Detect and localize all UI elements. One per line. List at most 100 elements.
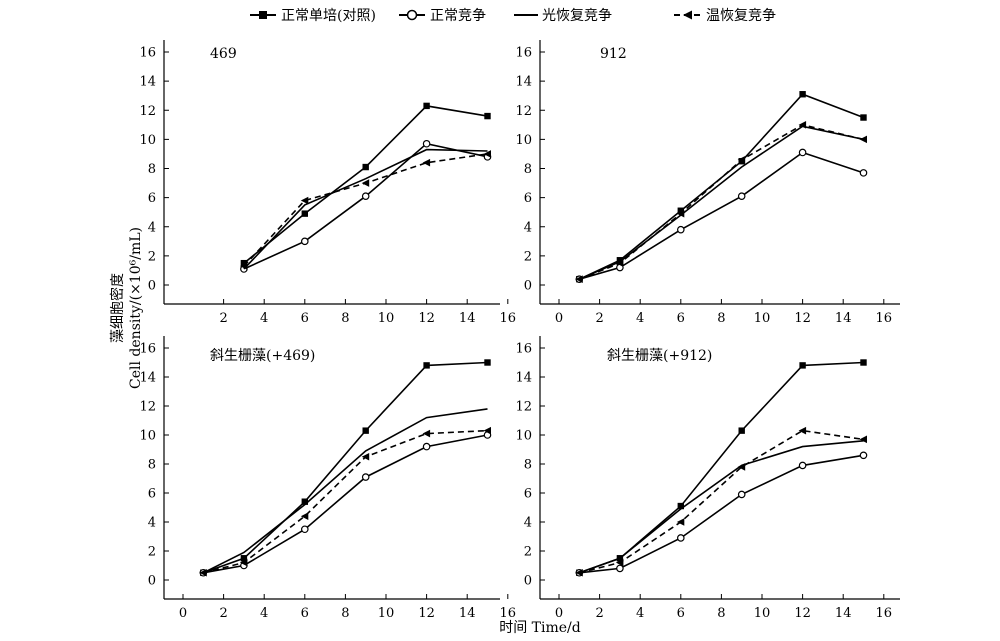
series-line <box>243 153 488 267</box>
data-point-square <box>860 359 867 366</box>
y-tick-label: 4 <box>148 220 156 235</box>
x-tick-label: 12 <box>794 311 811 326</box>
data-point-triangle <box>575 568 583 577</box>
y-tick-label: 16 <box>515 342 532 357</box>
y-tick-label: 4 <box>524 220 532 235</box>
panel-469: 0 2 4 6 8 10 12 14 16 2 4 6 8 10 12 14 16 469 <box>139 40 516 326</box>
data-point-triangle <box>239 262 248 270</box>
series-line <box>579 440 864 574</box>
legend: 正常单培(对照) 正常竞争 光恢复竞争 温恢复竞争 <box>250 7 776 24</box>
data-point-circle <box>859 169 868 177</box>
data-point-triangle <box>859 435 867 444</box>
y-tick-label: 12 <box>515 400 532 415</box>
series-line <box>578 125 864 280</box>
y-tick-label: 8 <box>148 458 156 473</box>
data-point-triangle <box>615 558 624 567</box>
data-point-square <box>240 555 248 562</box>
x-tick-label: 2 <box>219 606 227 621</box>
x-tick-label: 10 <box>754 606 771 621</box>
legend-label: 光恢复竞争 <box>542 7 612 24</box>
x-tick-label: 16 <box>500 606 517 621</box>
data-point-circle <box>361 192 370 200</box>
data-point-triangle <box>676 518 685 526</box>
legend-label: 温恢复竞争 <box>706 7 776 24</box>
y-tick-label: 16 <box>139 342 156 357</box>
series-line <box>579 151 864 280</box>
series-line <box>203 361 488 574</box>
y-tick-label: 2 <box>148 249 156 264</box>
y-tick-label: 0 <box>148 279 156 294</box>
x-tick-label: 10 <box>378 606 395 621</box>
data-point-triangle <box>798 426 807 435</box>
data-point-circle <box>422 442 431 451</box>
data-point-circle <box>676 534 685 542</box>
x-tick-label: 4 <box>260 606 268 621</box>
x-tick-label: 14 <box>835 311 852 326</box>
data-point-circle <box>676 225 685 234</box>
x-tick-label: 8 <box>717 311 725 326</box>
x-tick-label: 8 <box>341 606 349 621</box>
data-point-square <box>799 91 806 98</box>
data-point-circle <box>859 451 868 460</box>
y-tick-label: 0 <box>524 279 532 294</box>
data-point-circle <box>737 490 746 499</box>
data-point-triangle <box>199 568 207 577</box>
x-tick-label: 4 <box>636 311 644 326</box>
data-point-triangle <box>483 150 491 158</box>
x-tick-label: 10 <box>754 311 771 326</box>
square-marker-icon <box>259 11 267 19</box>
x-tick-label: 14 <box>459 311 476 326</box>
y-tick-label: 8 <box>148 162 156 177</box>
data-point-circle <box>422 139 431 148</box>
data-point-triangle <box>575 275 583 283</box>
x-tick-label: 6 <box>677 311 685 326</box>
x-tick-label: 6 <box>301 311 309 326</box>
data-point-square <box>616 257 624 264</box>
y-tick-label: 6 <box>148 487 156 502</box>
x-tick-label: 12 <box>794 606 811 621</box>
data-point-square <box>362 427 369 434</box>
y-tick-label: 14 <box>139 371 156 386</box>
data-point-circle <box>737 192 746 200</box>
panel-title: 斜生栅藻(+469) <box>210 348 315 364</box>
data-point-square <box>301 498 308 505</box>
data-point-square <box>240 259 248 267</box>
data-point-triangle <box>300 512 309 520</box>
y-tick-label: 6 <box>524 487 532 502</box>
x-tick-label: 0 <box>555 606 563 621</box>
y-tick-label: 14 <box>515 371 532 386</box>
legend-item-normal-competition: 正常竞争 <box>399 7 486 24</box>
data-point-triangle <box>798 121 807 129</box>
series-line <box>243 142 488 270</box>
data-point-square <box>423 362 430 369</box>
y-tick-label: 8 <box>524 162 532 177</box>
data-point-triangle <box>239 558 248 567</box>
x-tick-label: 8 <box>341 311 349 326</box>
y-tick-label: 4 <box>524 516 532 531</box>
data-point-square <box>484 359 491 366</box>
data-point-square <box>423 102 430 110</box>
x-tick-label: 12 <box>418 311 435 326</box>
series-line <box>579 123 864 280</box>
panel-title: 912 <box>600 46 627 62</box>
data-point-triangle <box>422 158 431 167</box>
data-point-square <box>738 427 745 434</box>
x-tick-label: 14 <box>459 606 476 621</box>
x-tick-label: 2 <box>595 606 603 621</box>
data-point-circle <box>798 461 807 470</box>
data-point-square <box>362 163 369 171</box>
legend-item-temperature-recovery: 温恢复竞争 <box>674 7 776 24</box>
x-tick-label: 0 <box>555 311 563 326</box>
y-tick-label: 0 <box>148 574 156 589</box>
y-tick-label: 10 <box>515 133 532 148</box>
x-tick-label: 6 <box>677 606 685 621</box>
x-tick-label: 16 <box>876 606 893 621</box>
data-point-triangle <box>737 463 746 471</box>
triangle-marker-icon <box>683 10 692 20</box>
y-tick-label: 6 <box>148 191 156 206</box>
data-point-square <box>484 112 491 120</box>
y-axis-label: 藻细胞密度 Cell density/(×10⁶/mL) <box>109 227 144 389</box>
y-tick-label: 10 <box>139 133 156 148</box>
y-tick-label: 2 <box>524 249 532 264</box>
